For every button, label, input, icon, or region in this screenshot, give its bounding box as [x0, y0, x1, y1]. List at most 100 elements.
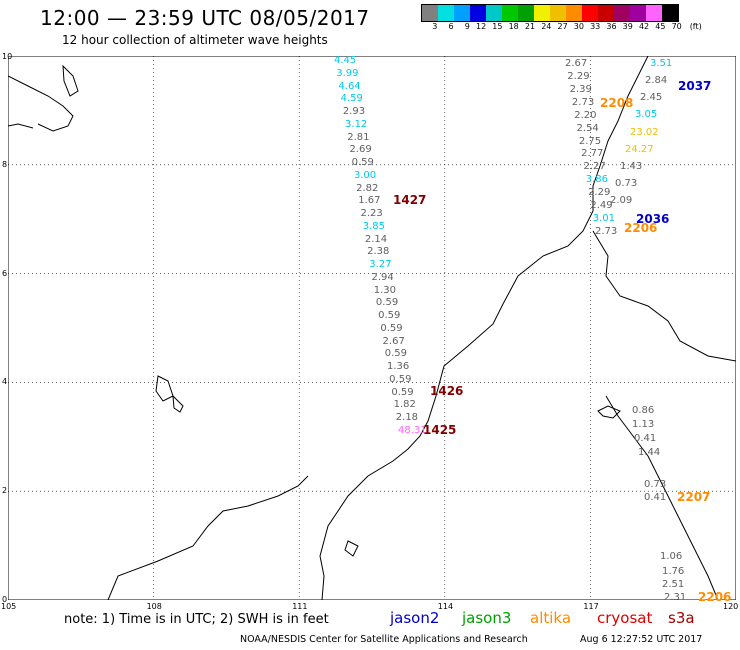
wave-height-value: 0.59	[391, 386, 414, 398]
wave-height-value: 1.44	[638, 447, 661, 458]
wave-height-value: 0.59	[351, 157, 374, 169]
wave-height-value: 0.59	[389, 373, 412, 385]
wave-height-value: 2.09	[610, 195, 633, 206]
wave-height-value: 3.85	[362, 220, 385, 232]
map-subtitle: 12 hour collection of altimeter wave hei…	[62, 33, 328, 47]
wave-height-value: 0.41	[634, 433, 657, 444]
wave-height-value: 2.23	[360, 208, 383, 220]
wave-height-value: 2.93	[342, 106, 366, 118]
legend-label: 33	[590, 22, 601, 31]
wave-height-value: 3.00	[353, 169, 377, 181]
color-legend	[421, 4, 679, 22]
wave-height-value: 4.64	[338, 80, 361, 92]
pass-time-label: 2206	[698, 590, 732, 604]
legend-swatch	[582, 5, 598, 21]
satellite-s3a: s3a	[668, 609, 695, 627]
wave-height-value: 3.86	[585, 174, 609, 186]
map-title: 12:00 — 23:59 UTC 08/05/2017	[40, 6, 370, 30]
y-tick-label: 8	[2, 159, 8, 169]
graticule	[8, 56, 736, 600]
y-tick-label: 10	[2, 52, 13, 61]
pass-time-label: 2207	[677, 490, 711, 504]
satellite-jason2: jason2	[390, 609, 440, 627]
pass-time-label: 1425	[423, 423, 457, 437]
wave-height-value: 2.54	[576, 122, 599, 134]
wave-height-value: 2.81	[347, 131, 370, 143]
wave-height-value: 48.31	[398, 425, 427, 436]
wave-height-value: 2.73	[595, 226, 618, 237]
legend-label: 3	[432, 22, 438, 31]
wave-height-value: 2.29	[588, 187, 611, 199]
x-tick-label: 111	[292, 602, 308, 611]
wave-height-value: 2.14	[364, 233, 388, 245]
legend-label: 15	[492, 22, 503, 31]
wave-height-value: 0.73	[615, 177, 638, 189]
wave-height-value: 2.27	[583, 161, 606, 173]
legend-label: (ft)	[689, 22, 702, 31]
credit-line: NOAA/NESDIS Center for Satellite Applica…	[240, 634, 528, 645]
wave-height-value: 2.45	[640, 92, 663, 104]
color-legend-labels: 3 6 9 12 15 18 21 24 27 30 33 36 39 42 45 70 (ft)	[421, 22, 702, 31]
y-tick-label: 6	[2, 268, 8, 278]
legend-swatch	[502, 5, 518, 21]
satellite-altika: altika	[530, 609, 572, 627]
legend-label: 36	[606, 22, 617, 31]
wave-height-value: 0.73	[644, 479, 667, 490]
wave-height-value: 2.77	[581, 148, 604, 160]
wave-height-value: 1.76	[662, 566, 685, 577]
wave-height-value: 0.41	[644, 492, 667, 503]
legend-label: 9	[464, 22, 470, 31]
wave-height-value: 2.94	[371, 271, 394, 283]
wave-height-value: 23.02	[630, 126, 659, 138]
legend-label: 45	[655, 22, 666, 31]
pass-time-label: 1426	[430, 384, 464, 398]
wave-height-value: 2.69	[349, 144, 372, 156]
wave-height-value: 2.31	[664, 592, 687, 603]
wave-height-value: 3.51	[650, 58, 673, 69]
y-tick-label: 0	[2, 595, 8, 604]
wave-height-value: 1.13	[632, 419, 655, 430]
wave-height-value: 2.39	[569, 83, 592, 95]
wave-height-value: 3.12	[345, 118, 368, 130]
pass-time-label: 2208	[600, 96, 634, 110]
legend-label: 21	[524, 22, 536, 31]
legend-label: 42	[638, 22, 650, 31]
legend-swatch	[534, 5, 550, 21]
x-tick-label: 105	[1, 602, 17, 611]
wave-height-value: 2.75	[578, 135, 602, 147]
legend-swatch	[614, 5, 630, 21]
wave-height-value: 0.59	[375, 297, 399, 309]
x-tick-label: 120	[723, 602, 739, 611]
legend-label: 12	[476, 22, 487, 31]
map-frame	[8, 56, 736, 600]
legend-swatch	[518, 5, 534, 21]
wave-height-value: 1.06	[660, 551, 683, 562]
wave-height-value: 2.67	[565, 58, 588, 69]
legend-label: 27	[557, 22, 568, 31]
wave-height-value: 1.67	[358, 195, 381, 207]
pass-time-label: 1427	[393, 193, 427, 207]
wave-height-value: 1.82	[393, 399, 416, 411]
wave-height-value: 0.59	[378, 310, 401, 322]
wave-height-value: 2.73	[571, 96, 595, 108]
wave-height-value: 0.86	[632, 405, 655, 416]
pass-time-label: 2037	[678, 79, 712, 93]
legend-swatch	[438, 5, 454, 21]
wave-height-value: 0.59	[384, 348, 408, 360]
wave-height-value: 1.36	[386, 361, 410, 373]
legend-swatch	[550, 5, 566, 21]
wave-height-map	[8, 56, 736, 600]
wave-height-value: 2.51	[662, 579, 685, 590]
legend-label: 70	[671, 22, 682, 31]
legend-swatch	[630, 5, 646, 21]
y-tick-label: 4	[2, 377, 8, 387]
legend-label: 18	[508, 22, 519, 31]
legend-swatch	[662, 5, 678, 21]
legend-swatch	[566, 5, 582, 21]
satellite-cryosat: cryosat	[597, 609, 653, 627]
pass-time-label: 2036	[636, 212, 670, 226]
wave-height-value: 2.18	[395, 412, 419, 424]
generated-timestamp: Aug 6 12:27:52 UTC 2017	[580, 634, 703, 645]
x-tick-label: 108	[146, 602, 162, 611]
wave-height-value: 1.43	[620, 160, 643, 172]
